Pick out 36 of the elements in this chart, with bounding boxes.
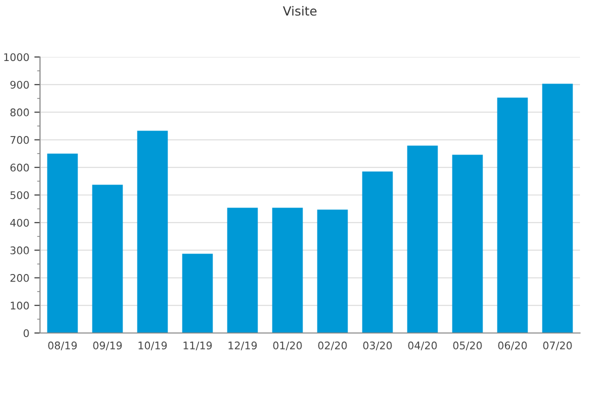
bar (317, 210, 348, 333)
bar (362, 172, 393, 333)
bar (92, 184, 123, 333)
y-tick-label: 300 (10, 246, 29, 254)
x-tick-label: 12/19 (228, 342, 257, 350)
bar (452, 154, 483, 333)
x-tick-label: 09/19 (93, 342, 122, 350)
y-tick-label: 400 (10, 218, 29, 227)
x-tick-label: 03/20 (363, 342, 392, 350)
x-tick-label: 01/20 (273, 342, 302, 350)
chart-title: Visite (282, 6, 316, 16)
y-tick-label: 0 (24, 329, 29, 338)
bar (542, 84, 573, 333)
bar (227, 208, 258, 333)
bar (47, 154, 78, 333)
bar (272, 208, 303, 333)
y-tick-label: 900 (10, 80, 29, 89)
x-tick-label: 11/19 (184, 342, 212, 350)
x-tick-label: 06/20 (498, 342, 527, 350)
y-tick-label: 1000 (4, 53, 29, 62)
y-tick-label: 600 (10, 164, 29, 172)
bar (497, 98, 528, 333)
x-tick-label: 07/20 (543, 342, 572, 350)
bar (137, 130, 168, 333)
x-tick-label: 02/20 (318, 342, 347, 350)
y-tick-label: 500 (10, 191, 29, 200)
x-tick-label: 10/19 (138, 342, 167, 350)
bar (407, 146, 438, 333)
y-tick-label: 200 (10, 274, 29, 282)
bar (182, 254, 213, 333)
y-tick-label: 700 (10, 136, 29, 144)
y-tick-label: 100 (10, 302, 29, 310)
x-tick-label: 05/20 (453, 342, 482, 350)
x-tick-label: 08/19 (48, 342, 77, 350)
x-tick-label: 04/20 (408, 342, 437, 350)
y-tick-label: 800 (10, 108, 29, 116)
